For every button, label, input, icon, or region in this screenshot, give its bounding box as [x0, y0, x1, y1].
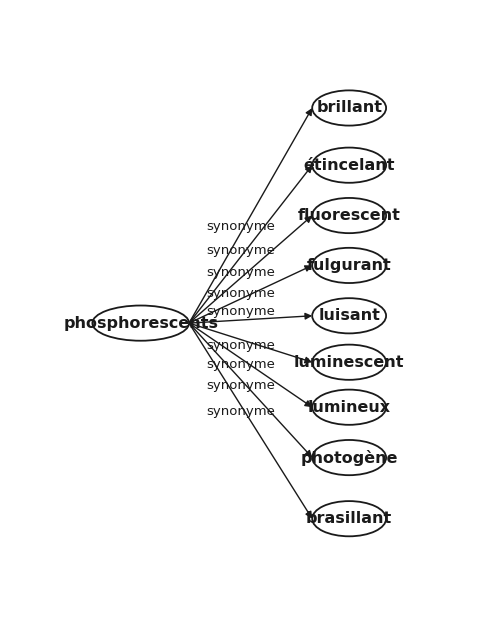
Ellipse shape — [311, 90, 386, 126]
Ellipse shape — [311, 345, 386, 380]
FancyArrowPatch shape — [189, 323, 310, 457]
Ellipse shape — [92, 305, 189, 341]
Text: lumineux: lumineux — [307, 399, 390, 415]
Text: fulgurant: fulgurant — [306, 258, 391, 273]
FancyArrowPatch shape — [189, 166, 310, 323]
Text: synonyme: synonyme — [206, 220, 275, 234]
Text: étincelant: étincelant — [303, 157, 394, 173]
FancyArrowPatch shape — [189, 217, 310, 323]
Text: luminescent: luminescent — [293, 355, 404, 370]
Text: synonyme: synonyme — [206, 286, 275, 300]
Text: synonyme: synonyme — [206, 339, 275, 352]
FancyArrowPatch shape — [189, 323, 310, 406]
Text: synonyme: synonyme — [206, 244, 275, 257]
Text: fluorescent: fluorescent — [297, 208, 400, 223]
FancyArrowPatch shape — [189, 323, 311, 518]
Text: synonyme: synonyme — [206, 265, 275, 279]
Text: brasillant: brasillant — [305, 511, 391, 526]
Ellipse shape — [311, 390, 386, 425]
Text: synonyme: synonyme — [206, 379, 275, 392]
Ellipse shape — [311, 440, 386, 475]
Ellipse shape — [311, 198, 386, 233]
Ellipse shape — [311, 147, 386, 183]
Text: luisant: luisant — [318, 308, 379, 323]
Text: synonyme: synonyme — [206, 404, 275, 418]
Text: synonyme: synonyme — [206, 305, 275, 318]
FancyArrowPatch shape — [189, 323, 310, 363]
Text: synonyme: synonyme — [206, 358, 275, 371]
FancyArrowPatch shape — [189, 314, 310, 323]
Text: phosphorescents: phosphorescents — [63, 316, 218, 331]
Text: brillant: brillant — [316, 100, 381, 116]
Ellipse shape — [311, 298, 386, 333]
Text: photogène: photogène — [300, 450, 397, 465]
Ellipse shape — [311, 248, 386, 283]
FancyArrowPatch shape — [189, 109, 311, 323]
Ellipse shape — [311, 501, 386, 537]
FancyArrowPatch shape — [189, 266, 310, 323]
